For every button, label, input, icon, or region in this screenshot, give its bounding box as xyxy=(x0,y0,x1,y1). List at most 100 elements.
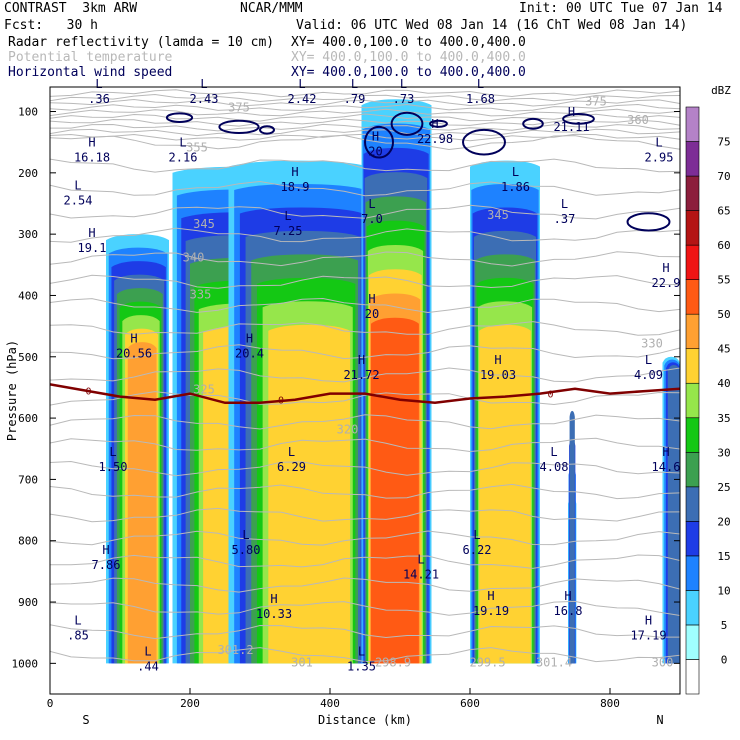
wind-extremum-value: 21.72 xyxy=(343,368,379,382)
wind-extremum-letter: H xyxy=(291,165,298,179)
wind-extremum-letter: H xyxy=(130,332,137,346)
theta-isoline xyxy=(50,103,680,112)
wind-extremum-letter: H xyxy=(102,543,109,557)
reflectivity-band xyxy=(667,365,680,664)
theta-isoline xyxy=(50,113,680,122)
wind-extremum-value: 5.80 xyxy=(232,543,261,557)
wind-speed-contour xyxy=(259,125,275,135)
theta-label: 345 xyxy=(487,208,509,222)
theta-isoline xyxy=(50,391,680,406)
wind-extremum-letter: H xyxy=(358,353,365,367)
wind-speed-contour xyxy=(390,111,424,136)
colorbar-swatch xyxy=(685,451,700,488)
colorbar-level-label: 55 xyxy=(717,274,730,287)
wind-extremum-value: 6.29 xyxy=(277,460,306,474)
theta-label: 340 xyxy=(183,251,205,265)
y-tick-label: 900 xyxy=(18,596,38,609)
y-tick-label: 500 xyxy=(18,351,38,364)
wind-extremum-value: 4.08 xyxy=(540,460,569,474)
wind-extremum-letter: L xyxy=(655,135,662,149)
theta-isoline xyxy=(50,123,680,132)
theta-isoline xyxy=(50,647,680,663)
theta-isoline xyxy=(50,344,680,360)
wind-extremum-value: 18.9 xyxy=(281,180,310,194)
x-tick-label: 0 xyxy=(47,697,54,710)
wind-extremum-letter: L xyxy=(561,197,568,211)
y-axis-title: Pressure (hPa) xyxy=(5,340,19,441)
wind-extremum-value: 2.42 xyxy=(288,92,317,106)
colorbar-swatch xyxy=(685,417,700,453)
wind-extremum-letter: H xyxy=(372,129,379,143)
field-reflectivity: Radar reflectivity (lamda = 10 cm) xyxy=(8,35,275,50)
reflectivity-column xyxy=(470,160,540,664)
y-tick-label: 800 xyxy=(18,535,38,548)
wind-extremum-letter: L xyxy=(473,528,480,542)
y-tick-label: 600 xyxy=(18,412,38,425)
wind-extremum-value: 2.95 xyxy=(645,150,674,164)
theta-isoline xyxy=(50,483,680,500)
colorbar-level-label: 10 xyxy=(717,584,730,597)
wind-speed-contour xyxy=(522,117,544,130)
wind-extremum-label: H19.1 xyxy=(78,226,107,255)
y-tick-label: 200 xyxy=(18,167,38,180)
colorbar-swatch xyxy=(685,313,700,350)
wind-speed-contour xyxy=(562,112,595,125)
wind-extremum-label: L2.54 xyxy=(64,178,93,207)
wind-extremum-letter: H xyxy=(487,589,494,603)
freezing-level-label: 0 xyxy=(278,396,284,407)
y-tick-label: 1000 xyxy=(12,657,39,670)
theta-isoline xyxy=(50,274,680,289)
wind-extremum-value: 14.6 xyxy=(652,460,681,474)
theta-label: 301.2 xyxy=(217,643,253,657)
wind-extremum-value: 20 xyxy=(368,144,382,158)
theta-isoline xyxy=(50,297,680,314)
wind-extremum-value: 20 xyxy=(365,307,379,321)
reflectivity-column xyxy=(361,99,432,664)
wind-extremum-letter: H xyxy=(270,592,277,606)
field-potential-temperature-xy: XY= 400.0,100.0 to 400.0,400.0 xyxy=(291,50,526,65)
wind-extremum-value: 22.98 xyxy=(417,132,453,146)
wind-extremum-letter: H xyxy=(662,445,669,459)
wind-extremum-letter: H xyxy=(494,353,501,367)
wind-extremum-label: L14.21 xyxy=(403,552,439,581)
theta-isoline xyxy=(50,460,680,477)
wind-extremum-value: 16.8 xyxy=(554,604,583,618)
wind-extremum-letter: H xyxy=(645,614,652,628)
wind-extremum-letter: H xyxy=(246,332,253,346)
wind-extremum-letter: L xyxy=(95,77,102,91)
theta-label: 301 xyxy=(291,655,313,669)
freezing-level-line xyxy=(50,383,680,405)
theta-label: 335 xyxy=(190,288,212,302)
wind-extremum-label: H21.11 xyxy=(553,105,589,134)
wind-extremum-label: L6.29 xyxy=(277,445,306,474)
wind-speed-contour xyxy=(462,128,506,156)
reflectivity-band xyxy=(268,324,351,664)
model-title: CONTRAST 3km ARW xyxy=(4,1,138,16)
wind-extremum-value: .73 xyxy=(393,92,415,106)
x-tick-label: 400 xyxy=(320,697,340,710)
colorbar-level-label: 25 xyxy=(717,481,730,494)
wind-extremum-value: 14.21 xyxy=(403,567,439,581)
wind-extremum-letter: L xyxy=(400,77,407,91)
wind-extremum-value: 20.4 xyxy=(235,347,264,361)
theta-isoline xyxy=(50,93,680,103)
wind-extremum-label: L4.08 xyxy=(540,445,569,474)
reflectivity-band xyxy=(370,317,419,664)
wind-extremum-value: 20.56 xyxy=(116,347,152,361)
theta-isoline xyxy=(50,118,680,127)
colorbar-level-label: 50 xyxy=(717,308,730,321)
theta-isoline xyxy=(50,89,680,98)
colorbar-swatch xyxy=(685,348,700,384)
wind-extremum-value: 1.86 xyxy=(501,180,530,194)
wind-extremum-letter: L xyxy=(109,445,116,459)
wind-extremum-letter: L xyxy=(417,552,424,566)
wind-extremum-letter: L xyxy=(645,353,652,367)
wind-extremum-label: H17.19 xyxy=(630,614,666,643)
wind-extremum-value: 16.18 xyxy=(74,150,110,164)
field-wind-speed: Horizontal wind speed xyxy=(8,65,173,80)
reflectivity-band xyxy=(479,324,531,664)
colorbar-level-label: 60 xyxy=(717,239,730,252)
colorbar-swatch xyxy=(685,659,700,695)
x-tick-label: 800 xyxy=(600,697,620,710)
theta-isoline xyxy=(50,227,680,243)
